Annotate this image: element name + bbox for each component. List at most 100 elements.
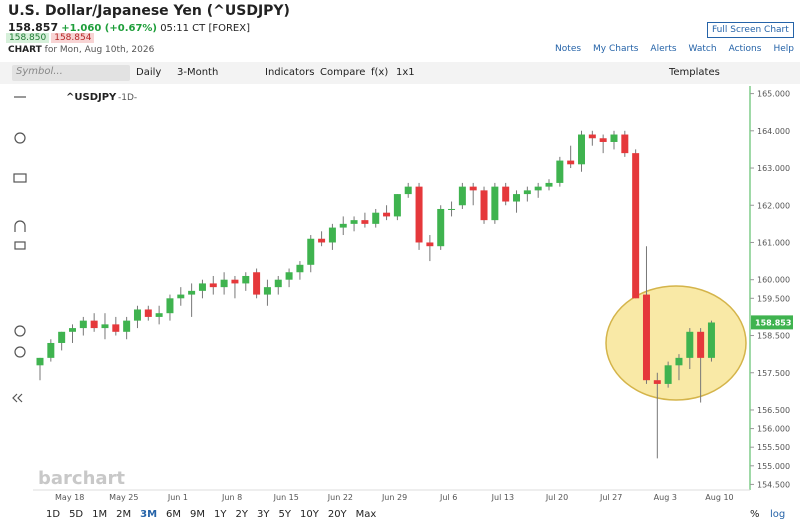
y-tick-label: 159.500 bbox=[757, 294, 790, 303]
compare[interactable]: Compare bbox=[320, 67, 366, 78]
range-button[interactable]: 3Y bbox=[257, 509, 270, 520]
x-tick-label: Jul 27 bbox=[599, 493, 622, 502]
candle-body bbox=[523, 190, 531, 195]
candle-body bbox=[502, 186, 510, 202]
toolbar: Symbol... Daily 3-Month Indicators Compa… bbox=[0, 62, 800, 84]
scale-log[interactable]: log bbox=[770, 509, 786, 520]
x-tick-label: Jun 29 bbox=[381, 493, 407, 502]
ask: 158.854 bbox=[51, 33, 95, 43]
templates[interactable]: Templates bbox=[669, 67, 720, 78]
candle-body bbox=[155, 313, 163, 317]
candle-body bbox=[79, 320, 87, 329]
x-tick-label: Aug 3 bbox=[654, 493, 677, 502]
y-tick-label: 158.500 bbox=[757, 332, 790, 341]
candle-body bbox=[469, 186, 477, 191]
link[interactable]: Watch bbox=[688, 44, 717, 54]
candle-body bbox=[707, 322, 715, 358]
indicators[interactable]: Indicators bbox=[265, 67, 315, 78]
y-tick-label: 162.000 bbox=[757, 201, 790, 210]
x-tick-label: Jun 8 bbox=[221, 493, 242, 502]
candle-body bbox=[123, 320, 131, 332]
link[interactable]: My Charts bbox=[593, 44, 639, 54]
range-button[interactable]: 1D bbox=[46, 509, 61, 520]
range-button[interactable]: Max bbox=[355, 509, 377, 520]
candle-body bbox=[599, 138, 607, 142]
link[interactable]: Actions bbox=[728, 44, 762, 54]
candle-body bbox=[426, 242, 434, 247]
range-button[interactable]: 3M bbox=[140, 509, 158, 520]
candle-body bbox=[350, 220, 358, 224]
plot: 165.000 164.000 163.000 162.000 161.000 160.0… bbox=[36, 90, 793, 502]
link[interactable]: Alerts bbox=[650, 44, 677, 54]
period[interactable]: 3-Month bbox=[177, 67, 219, 78]
candle-body bbox=[188, 290, 196, 295]
chart-date: CHART for Mon, Aug 10th, 2026 bbox=[8, 45, 154, 55]
candle-body bbox=[437, 208, 445, 247]
candle-body bbox=[621, 134, 629, 154]
candle-body bbox=[328, 227, 336, 243]
symbol-input[interactable]: Symbol... bbox=[12, 65, 130, 81]
candle-body bbox=[112, 324, 120, 332]
y-tick-label: 164.000 bbox=[757, 127, 790, 136]
candle-body bbox=[90, 320, 98, 329]
candle-body bbox=[588, 134, 596, 139]
icon bbox=[14, 346, 26, 358]
candle-body bbox=[263, 287, 271, 295]
last-price-label: 158.853 bbox=[755, 318, 791, 327]
x-tick-label: May 18 bbox=[55, 493, 84, 502]
range-bar: 1D 5D 1M 2M 3M 6M 9M 1Y 2Y 3Y 5Y 10Y 20Y Max bbox=[46, 509, 385, 520]
candle-body bbox=[491, 186, 499, 221]
x-tick-label: Jul 6 bbox=[439, 493, 457, 502]
last: 158.857 bbox=[8, 21, 59, 34]
candle-body bbox=[36, 357, 44, 366]
candle-body bbox=[415, 186, 423, 243]
range-button[interactable]: 2Y bbox=[235, 509, 249, 520]
y-tick-label: 156.500 bbox=[757, 406, 790, 415]
candle-body bbox=[339, 223, 347, 228]
range-button[interactable]: 20Y bbox=[327, 509, 347, 520]
candle-body bbox=[253, 272, 261, 295]
interval[interactable]: Daily bbox=[136, 67, 162, 78]
y-tick-label: 157.500 bbox=[757, 369, 790, 378]
icon bbox=[14, 325, 26, 337]
x-tick-label: Jul 13 bbox=[491, 493, 514, 502]
link[interactable]: Notes bbox=[555, 44, 582, 54]
fullscreen-button[interactable]: Full Screen Chart bbox=[707, 22, 794, 38]
y-tick-label: 156.000 bbox=[757, 425, 790, 434]
range-button[interactable]: 10Y bbox=[299, 509, 319, 520]
icon bbox=[14, 220, 26, 232]
range-button[interactable]: 5Y bbox=[278, 509, 291, 520]
range-button[interactable]: 1Y bbox=[214, 509, 227, 520]
range-button[interactable]: 2M bbox=[116, 509, 132, 520]
date: for Mon, Aug 10th, 2026 bbox=[44, 45, 155, 55]
candle-body bbox=[101, 324, 109, 329]
scale-percent[interactable]: % bbox=[750, 509, 760, 520]
sidebar-icons bbox=[12, 96, 27, 403]
link[interactable]: Help bbox=[773, 44, 794, 54]
interval-label: -1D- bbox=[118, 93, 137, 103]
layout[interactable]: 1x1 bbox=[396, 67, 415, 78]
candle-body bbox=[144, 309, 152, 317]
fx[interactable]: f(x) bbox=[371, 67, 389, 78]
candle-body bbox=[274, 279, 282, 288]
y-tick-label: 165.000 bbox=[757, 90, 790, 99]
x-tick-label: Jun 22 bbox=[327, 493, 353, 502]
y-tick-label: 160.000 bbox=[757, 276, 790, 285]
candle-body bbox=[632, 153, 640, 299]
range-button[interactable]: 1M bbox=[92, 509, 108, 520]
candle-body bbox=[231, 279, 239, 284]
candle-body bbox=[220, 279, 228, 288]
candle-body bbox=[133, 309, 141, 321]
icon bbox=[14, 132, 26, 144]
last-price-badge bbox=[751, 315, 793, 330]
range-button[interactable]: 9M bbox=[190, 509, 206, 520]
candle-body bbox=[372, 212, 380, 224]
range-button[interactable]: 6M bbox=[166, 509, 182, 520]
candle-body bbox=[58, 331, 66, 343]
symbol-label: ^USDJPY bbox=[66, 92, 117, 103]
candle-body bbox=[567, 160, 575, 165]
candle-body bbox=[47, 342, 55, 358]
candle-body bbox=[242, 275, 250, 284]
range-button[interactable]: 5D bbox=[69, 509, 84, 520]
x-tick-label: Aug 10 bbox=[705, 493, 733, 502]
